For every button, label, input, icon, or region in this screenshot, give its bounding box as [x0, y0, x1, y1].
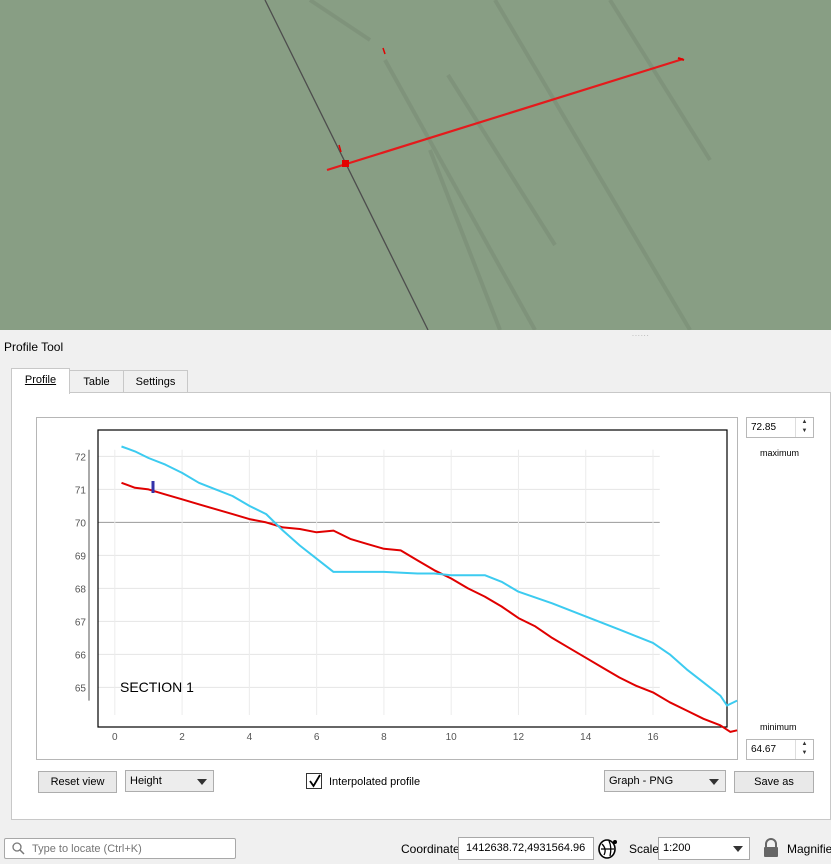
- profile-start-marker: [342, 160, 349, 167]
- axis-mode-select[interactable]: Height: [125, 770, 214, 792]
- minimum-spinbox[interactable]: 64.67 ▲ ▼: [746, 739, 814, 760]
- x-axis-ticks: 0 2 4 6 8 10 12 14 16: [112, 732, 659, 743]
- y-tick-label: 67: [75, 617, 87, 628]
- profile-line: [326, 57, 684, 172]
- reset-view-button[interactable]: Reset view: [38, 771, 117, 793]
- section-label: SECTION 1: [120, 679, 194, 695]
- y-tick-label: 68: [75, 584, 87, 595]
- plot-axes-box: [97, 429, 728, 728]
- x-tick-label: 6: [314, 732, 320, 743]
- minimum-value: 64.67: [751, 744, 777, 755]
- locator-input[interactable]: [32, 841, 232, 856]
- interpolated-profile-label: Interpolated profile: [329, 776, 421, 788]
- coordinate-label: Coordinate: [401, 842, 460, 856]
- x-tick-label: 16: [647, 732, 659, 743]
- map-faint-line: [308, 0, 372, 42]
- x-tick-label: 12: [513, 732, 525, 743]
- dock-splitter-handle[interactable]: ......: [632, 331, 650, 338]
- locator-search[interactable]: [4, 838, 236, 859]
- map-canvas[interactable]: [0, 0, 831, 330]
- y-axis-ticks: 72 71 70 69 68 67 66 65: [75, 449, 90, 701]
- spin-up-icon[interactable]: ▲: [801, 741, 808, 747]
- spin-down-icon[interactable]: ▼: [801, 750, 808, 756]
- x-tick-label: 2: [179, 732, 185, 743]
- minimum-label: minimum: [760, 722, 797, 732]
- spin-up-icon[interactable]: ▲: [801, 419, 808, 425]
- plot-grid: [98, 449, 660, 715]
- toggle-extents-icon[interactable]: [596, 836, 620, 862]
- x-tick-label: 4: [247, 732, 253, 743]
- series-line-2: [121, 445, 738, 707]
- maximum-value: 72.85: [751, 422, 777, 433]
- map-faint-line: [608, 0, 712, 162]
- plot-series: [121, 445, 738, 733]
- y-tick-label: 65: [75, 683, 87, 694]
- magnifier-label: Magnifier: [787, 842, 831, 856]
- chevron-down-icon: [197, 779, 207, 785]
- series-line-1: [121, 481, 738, 733]
- maximum-label: maximum: [760, 448, 800, 458]
- scale-value: 1:200: [663, 842, 691, 854]
- save-as-button[interactable]: Save as: [734, 771, 814, 793]
- profile-end-marker: [677, 57, 685, 61]
- x-tick-label: 14: [580, 732, 592, 743]
- x-tick-label: 8: [381, 732, 387, 743]
- spin-down-icon[interactable]: ▼: [801, 428, 808, 434]
- y-tick-label: 70: [75, 518, 87, 529]
- y-tick-label: 66: [75, 650, 87, 661]
- x-tick-label: 10: [446, 732, 458, 743]
- map-faint-line: [493, 0, 692, 330]
- y-tick-label: 69: [75, 551, 87, 562]
- scale-label: Scale: [629, 842, 660, 856]
- y-tick-label: 71: [75, 485, 87, 496]
- interpolated-profile-checkbox[interactable]: [306, 773, 322, 789]
- axis-mode-value: Height: [130, 775, 162, 787]
- coordinate-field[interactable]: 1412638.72,4931564.96: [458, 837, 594, 860]
- export-format-select[interactable]: Graph - PNG: [604, 770, 726, 792]
- x-tick-label: 0: [112, 732, 118, 743]
- map-marker-tick: [338, 144, 342, 153]
- map-faint-line: [446, 73, 557, 247]
- map-faint-line: [383, 59, 537, 330]
- export-format-value: Graph - PNG: [609, 775, 674, 787]
- chevron-down-icon: [709, 779, 719, 785]
- maximum-spinbox[interactable]: 72.85 ▲ ▼: [746, 417, 814, 438]
- tab-table[interactable]: Table: [69, 370, 124, 393]
- dock-title: Profile Tool: [4, 340, 64, 354]
- lock-icon[interactable]: [762, 838, 780, 858]
- scale-select[interactable]: 1:200: [658, 837, 750, 860]
- map-faint-line: [428, 149, 502, 330]
- y-tick-label: 72: [75, 452, 87, 463]
- checkmark-icon: [309, 774, 321, 788]
- tab-profile[interactable]: Profile: [11, 368, 70, 394]
- chevron-down-icon: [733, 846, 743, 852]
- search-icon: [12, 842, 25, 855]
- map-marker-tick: [382, 47, 386, 55]
- tab-settings[interactable]: Settings: [123, 370, 188, 393]
